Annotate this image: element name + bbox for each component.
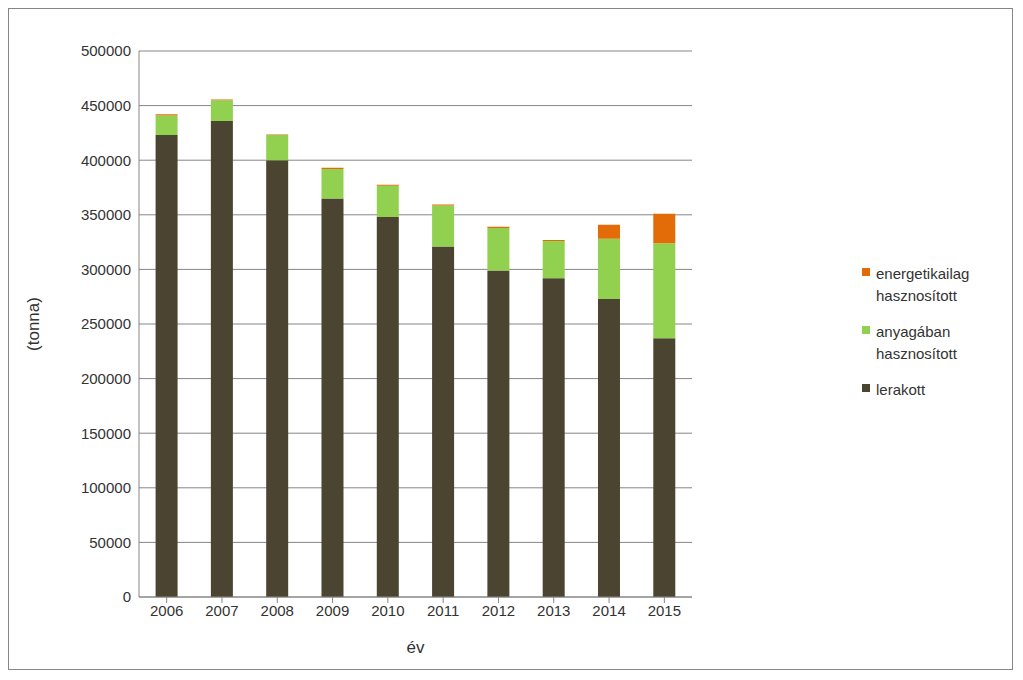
svg-text:(tonna): (tonna) — [24, 297, 43, 351]
svg-text:2009: 2009 — [316, 602, 349, 619]
svg-text:2010: 2010 — [371, 602, 404, 619]
svg-text:200000: 200000 — [81, 370, 131, 387]
svg-text:100000: 100000 — [81, 479, 131, 496]
svg-text:2013: 2013 — [537, 602, 570, 619]
svg-text:450000: 450000 — [81, 97, 131, 114]
svg-text:250000: 250000 — [81, 315, 131, 332]
svg-text:2006: 2006 — [150, 602, 183, 619]
svg-text:év: év — [407, 638, 425, 657]
html-text:anyagában hasznosított: anyagában hasznosított — [876, 323, 957, 362]
html-text:lerakott: lerakott — [876, 381, 926, 398]
svg-text:2015: 2015 — [648, 602, 681, 619]
svg-text:2012: 2012 — [482, 602, 515, 619]
svg-text:300000: 300000 — [81, 261, 131, 278]
svg-text:0: 0 — [123, 588, 131, 605]
svg-text:50000: 50000 — [89, 534, 131, 551]
svg-text:2014: 2014 — [592, 602, 625, 619]
html-text:energetikailag hasznosított: energetikailag hasznosított — [876, 265, 970, 304]
svg-text:400000: 400000 — [81, 152, 131, 169]
svg-text:2011: 2011 — [427, 602, 459, 619]
svg-text:150000: 150000 — [81, 425, 131, 442]
svg-text:2008: 2008 — [261, 602, 294, 619]
svg-text:2007: 2007 — [205, 602, 238, 619]
svg-text:500000: 500000 — [81, 42, 131, 59]
svg-text:350000: 350000 — [81, 206, 131, 223]
